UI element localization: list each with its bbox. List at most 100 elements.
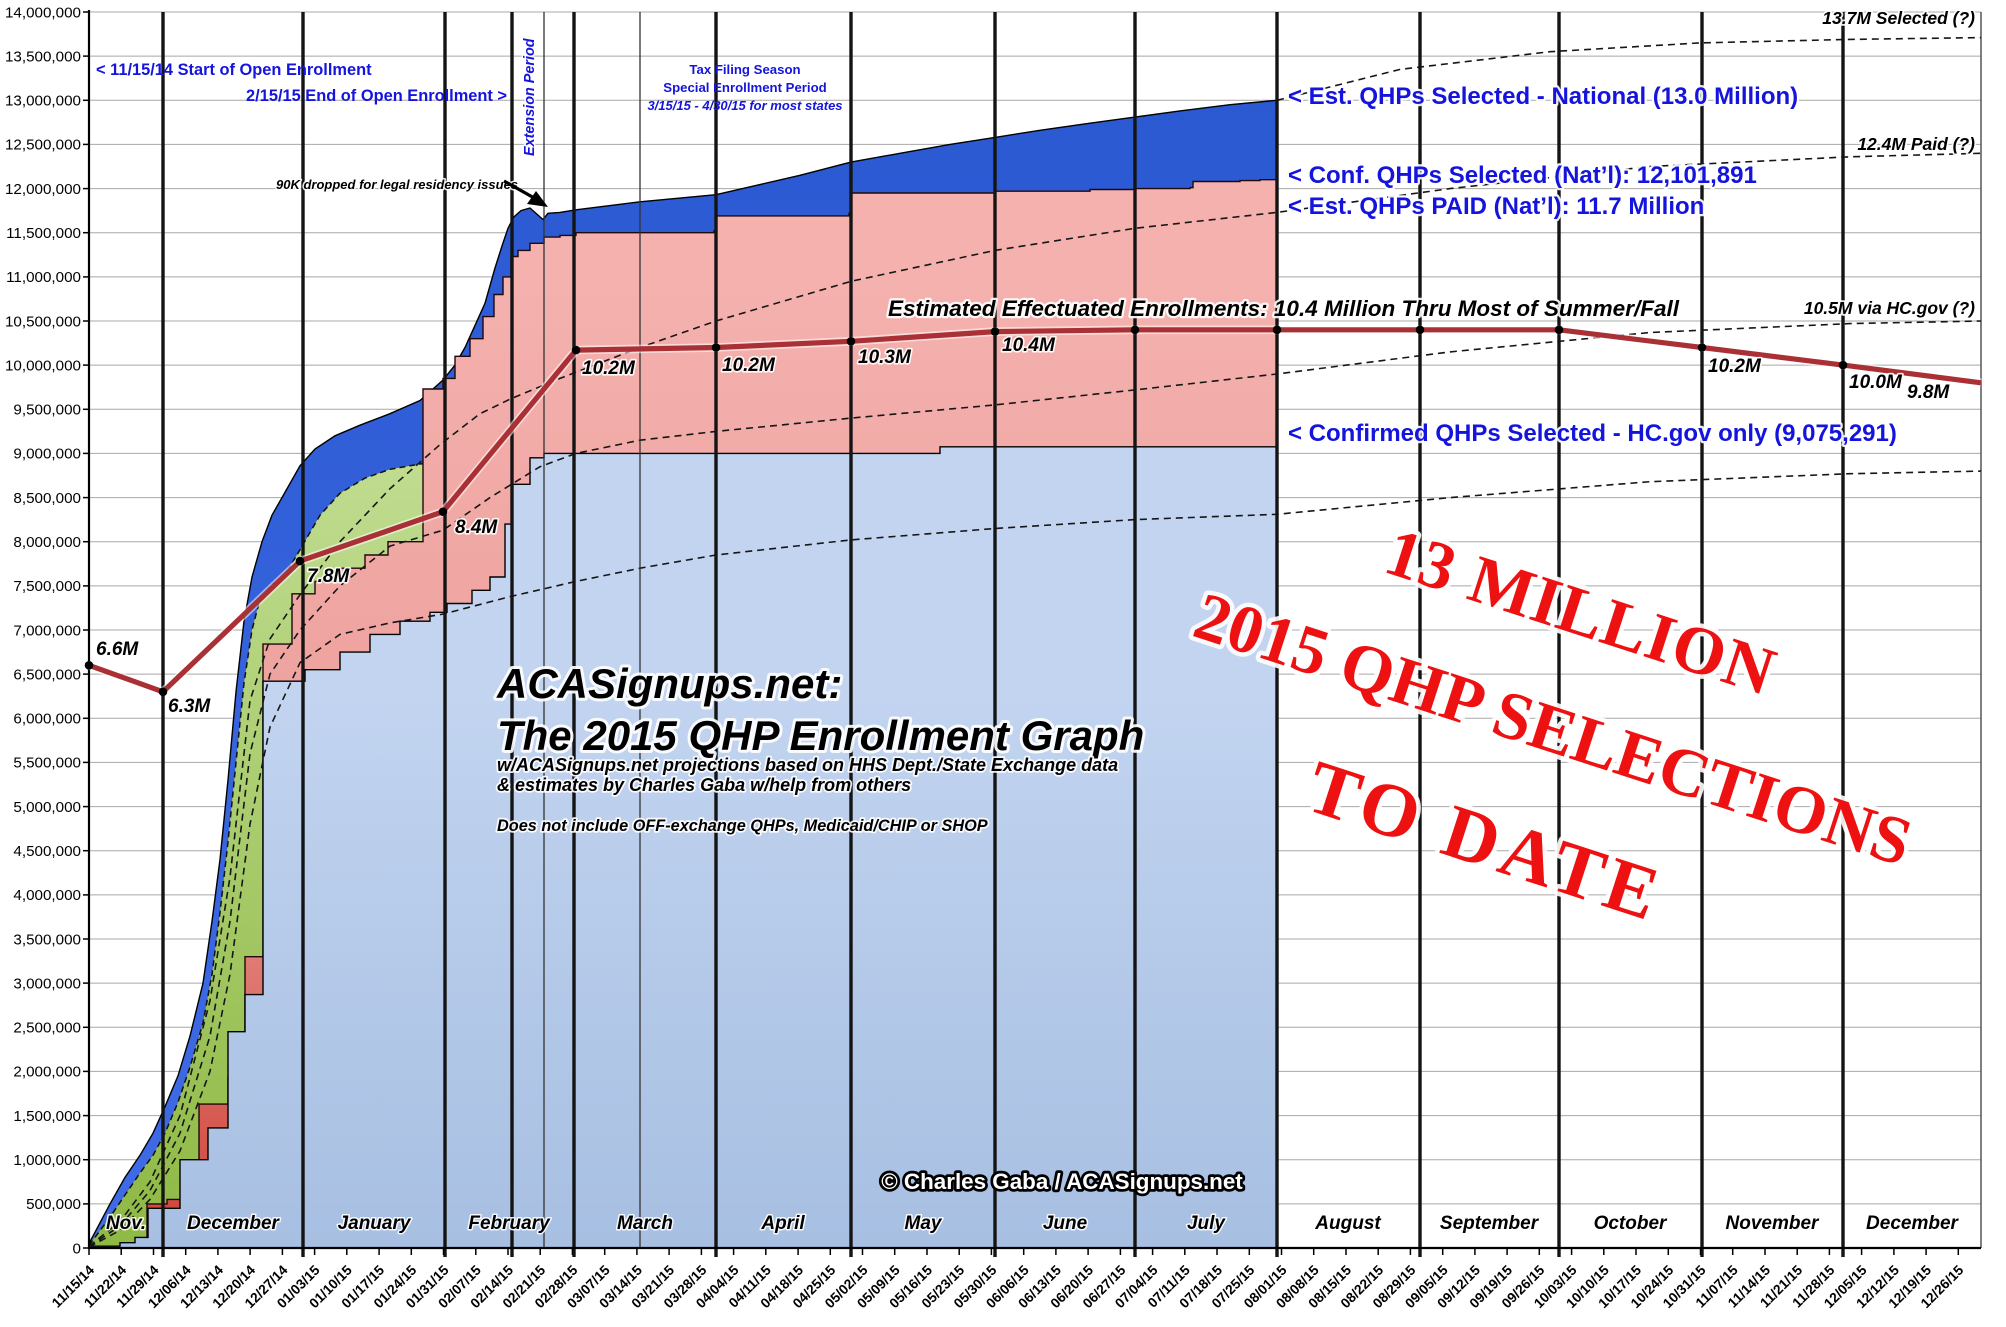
svg-text:< Est. QHPs Selected - Nationa: < Est. QHPs Selected - National (13.0 Mi…	[1288, 83, 1798, 110]
svg-text:Tax Filing Season: Tax Filing Season	[689, 62, 800, 77]
svg-text:6,500,000: 6,500,000	[13, 666, 81, 683]
svg-text:Nov.: Nov.	[106, 1213, 146, 1234]
svg-text:2/15/15 End of Open Enrollment: 2/15/15 End of Open Enrollment >	[246, 87, 507, 105]
svg-text:July: July	[1187, 1213, 1226, 1234]
svg-text:10.4M: 10.4M	[1002, 335, 1056, 356]
svg-text:Does not include OFF-exchange: Does not include OFF-exchange QHPs, Medi…	[497, 817, 988, 835]
svg-text:10.5M via HC.gov (?): 10.5M via HC.gov (?)	[1804, 298, 1975, 318]
svg-text:13,500,000: 13,500,000	[5, 48, 81, 65]
svg-text:April: April	[760, 1213, 805, 1234]
svg-text:February: February	[468, 1213, 551, 1234]
svg-text:11,000,000: 11,000,000	[6, 269, 81, 286]
svg-text:July: July	[1187, 1213, 1226, 1234]
svg-text:6.3M: 6.3M	[168, 696, 211, 717]
svg-text:6,000,000: 6,000,000	[13, 711, 81, 728]
svg-text:May: May	[905, 1213, 943, 1234]
svg-text:w/ACASignups.net projections b: w/ACASignups.net projections based on HH…	[497, 755, 1118, 775]
svg-text:2,500,000: 2,500,000	[13, 1020, 81, 1037]
svg-text:October: October	[1594, 1213, 1668, 1234]
svg-text:June: June	[1043, 1213, 1088, 1234]
svg-text:Special Enrollment Period: Special Enrollment Period	[663, 80, 826, 95]
svg-text:August: August	[1314, 1213, 1381, 1234]
svg-text:January: January	[338, 1213, 412, 1234]
svg-text:December: December	[187, 1213, 280, 1234]
svg-text:< 11/15/14 Start of Open Enrol: < 11/15/14 Start of Open Enrollment	[96, 61, 372, 79]
svg-text:1,000,000: 1,000,000	[13, 1152, 81, 1169]
svg-text:November: November	[1726, 1213, 1821, 1234]
svg-text:January: January	[338, 1213, 412, 1234]
svg-text:10.2M: 10.2M	[722, 355, 776, 376]
svg-text:March: March	[617, 1213, 673, 1234]
svg-text:© Charles Gaba / ACASignups.ne: © Charles Gaba / ACASignups.net	[881, 1169, 1243, 1194]
svg-text:< Confirmed QHPs Selected - HC: < Confirmed QHPs Selected - HC.gov only …	[1288, 420, 1897, 447]
svg-text:13.7M Selected (?): 13.7M Selected (?)	[1822, 8, 1975, 28]
svg-text:Does not include OFF-exchange: Does not include OFF-exchange QHPs, Medi…	[497, 817, 988, 835]
svg-text:13.7M Selected (?): 13.7M Selected (?)	[1822, 8, 1975, 28]
svg-text:10.2M: 10.2M	[582, 358, 636, 379]
svg-text:10.0M: 10.0M	[1849, 372, 1903, 393]
svg-text:The 2015 QHP Enrollment Graph: The 2015 QHP Enrollment Graph	[497, 712, 1144, 760]
svg-text:11,500,000: 11,500,000	[6, 225, 81, 242]
svg-text:5,000,000: 5,000,000	[13, 799, 81, 816]
svg-text:90K dropped for legal residenc: 90K dropped for legal residency issues	[276, 177, 518, 192]
svg-text:9,000,000: 9,000,000	[13, 446, 81, 463]
svg-text:Nov.: Nov.	[106, 1213, 146, 1234]
svg-text:10.3M: 10.3M	[858, 347, 912, 368]
svg-text:< Est. QHPs Selected - Nationa: < Est. QHPs Selected - National (13.0 Mi…	[1288, 83, 1798, 110]
svg-text:7,500,000: 7,500,000	[13, 578, 81, 595]
svg-text:10.2M: 10.2M	[1708, 356, 1762, 377]
svg-text:March: March	[617, 1213, 673, 1234]
svg-text:December: December	[187, 1213, 280, 1234]
svg-text:3,500,000: 3,500,000	[13, 931, 81, 948]
svg-text:7.8M: 7.8M	[307, 566, 350, 587]
svg-text:9.8M: 9.8M	[1907, 382, 1950, 403]
svg-text:4,500,000: 4,500,000	[13, 843, 81, 860]
svg-text:June: June	[1043, 1213, 1088, 1234]
svg-text:9,500,000: 9,500,000	[13, 402, 81, 419]
svg-text:10.0M: 10.0M	[1849, 372, 1903, 393]
svg-text:6.6M: 6.6M	[96, 639, 139, 660]
svg-text:< Conf. QHPs Selected (Nat’l):: < Conf. QHPs Selected (Nat’l): 12,101,89…	[1288, 162, 1757, 189]
svg-text:8.4M: 8.4M	[455, 517, 498, 538]
svg-text:< Conf. QHPs Selected (Nat’l):: < Conf. QHPs Selected (Nat’l): 12,101,89…	[1288, 162, 1757, 189]
svg-text:< Est. QHPs PAID (Nat’l): 11.7: < Est. QHPs PAID (Nat’l): 11.7 Million	[1288, 193, 1704, 220]
svg-text:5,500,000: 5,500,000	[13, 755, 81, 772]
svg-text:September: September	[1440, 1213, 1540, 1234]
svg-text:8,500,000: 8,500,000	[13, 490, 81, 507]
svg-text:500,000: 500,000	[26, 1196, 81, 1213]
svg-text:8.4M: 8.4M	[455, 517, 498, 538]
svg-text:10.5M via HC.gov (?): 10.5M via HC.gov (?)	[1804, 298, 1975, 318]
svg-text:0: 0	[73, 1240, 81, 1257]
svg-text:4,000,000: 4,000,000	[13, 887, 81, 904]
svg-text:w/ACASignups.net projections b: w/ACASignups.net projections based on HH…	[497, 755, 1118, 775]
svg-text:10,000,000: 10,000,000	[5, 357, 81, 374]
svg-text:May: May	[905, 1213, 943, 1234]
svg-text:Extension Period: Extension Period	[522, 37, 538, 156]
svg-text:10.2M: 10.2M	[582, 358, 636, 379]
svg-text:< Confirmed QHPs Selected - HC: < Confirmed QHPs Selected - HC.gov only …	[1288, 420, 1897, 447]
svg-text:10.2M: 10.2M	[1708, 356, 1762, 377]
svg-text:10,500,000: 10,500,000	[5, 313, 81, 330]
svg-text:& estimates by Charles Gaba w/: & estimates by Charles Gaba w/help from …	[497, 775, 911, 795]
svg-text:10.2M: 10.2M	[722, 355, 776, 376]
svg-text:The 2015 QHP Enrollment Graph: The 2015 QHP Enrollment Graph	[497, 712, 1144, 760]
svg-text:< Est. QHPs PAID (Nat’l): 11.7: < Est. QHPs PAID (Nat’l): 11.7 Million	[1288, 193, 1704, 220]
svg-text:7,000,000: 7,000,000	[13, 622, 81, 639]
svg-text:ACASignups.net:: ACASignups.net:	[496, 660, 842, 707]
svg-text:3/15/15 - 4/30/15 for most sta: 3/15/15 - 4/30/15 for most states	[647, 98, 842, 113]
svg-text:Estimated Effectuated Enrollme: Estimated Effectuated Enrollments: 10.4 …	[888, 296, 1680, 321]
svg-text:Estimated Effectuated Enrollme: Estimated Effectuated Enrollments: 10.4 …	[888, 296, 1680, 321]
svg-text:12.4M Paid (?): 12.4M Paid (?)	[1857, 134, 1975, 154]
svg-text:November: November	[1726, 1213, 1821, 1234]
svg-text:12,000,000: 12,000,000	[5, 181, 81, 198]
svg-text:12,500,000: 12,500,000	[5, 137, 81, 154]
svg-text:8,000,000: 8,000,000	[13, 534, 81, 551]
svg-text:February: February	[468, 1213, 551, 1234]
svg-text:14,000,000: 14,000,000	[5, 4, 81, 21]
svg-text:1,500,000: 1,500,000	[13, 1108, 81, 1125]
svg-text:10.4M: 10.4M	[1002, 335, 1056, 356]
svg-text:6.6M: 6.6M	[96, 639, 139, 660]
svg-text:ACASignups.net:: ACASignups.net:	[496, 660, 842, 707]
svg-text:7.8M: 7.8M	[307, 566, 350, 587]
svg-text:August: August	[1314, 1213, 1381, 1234]
